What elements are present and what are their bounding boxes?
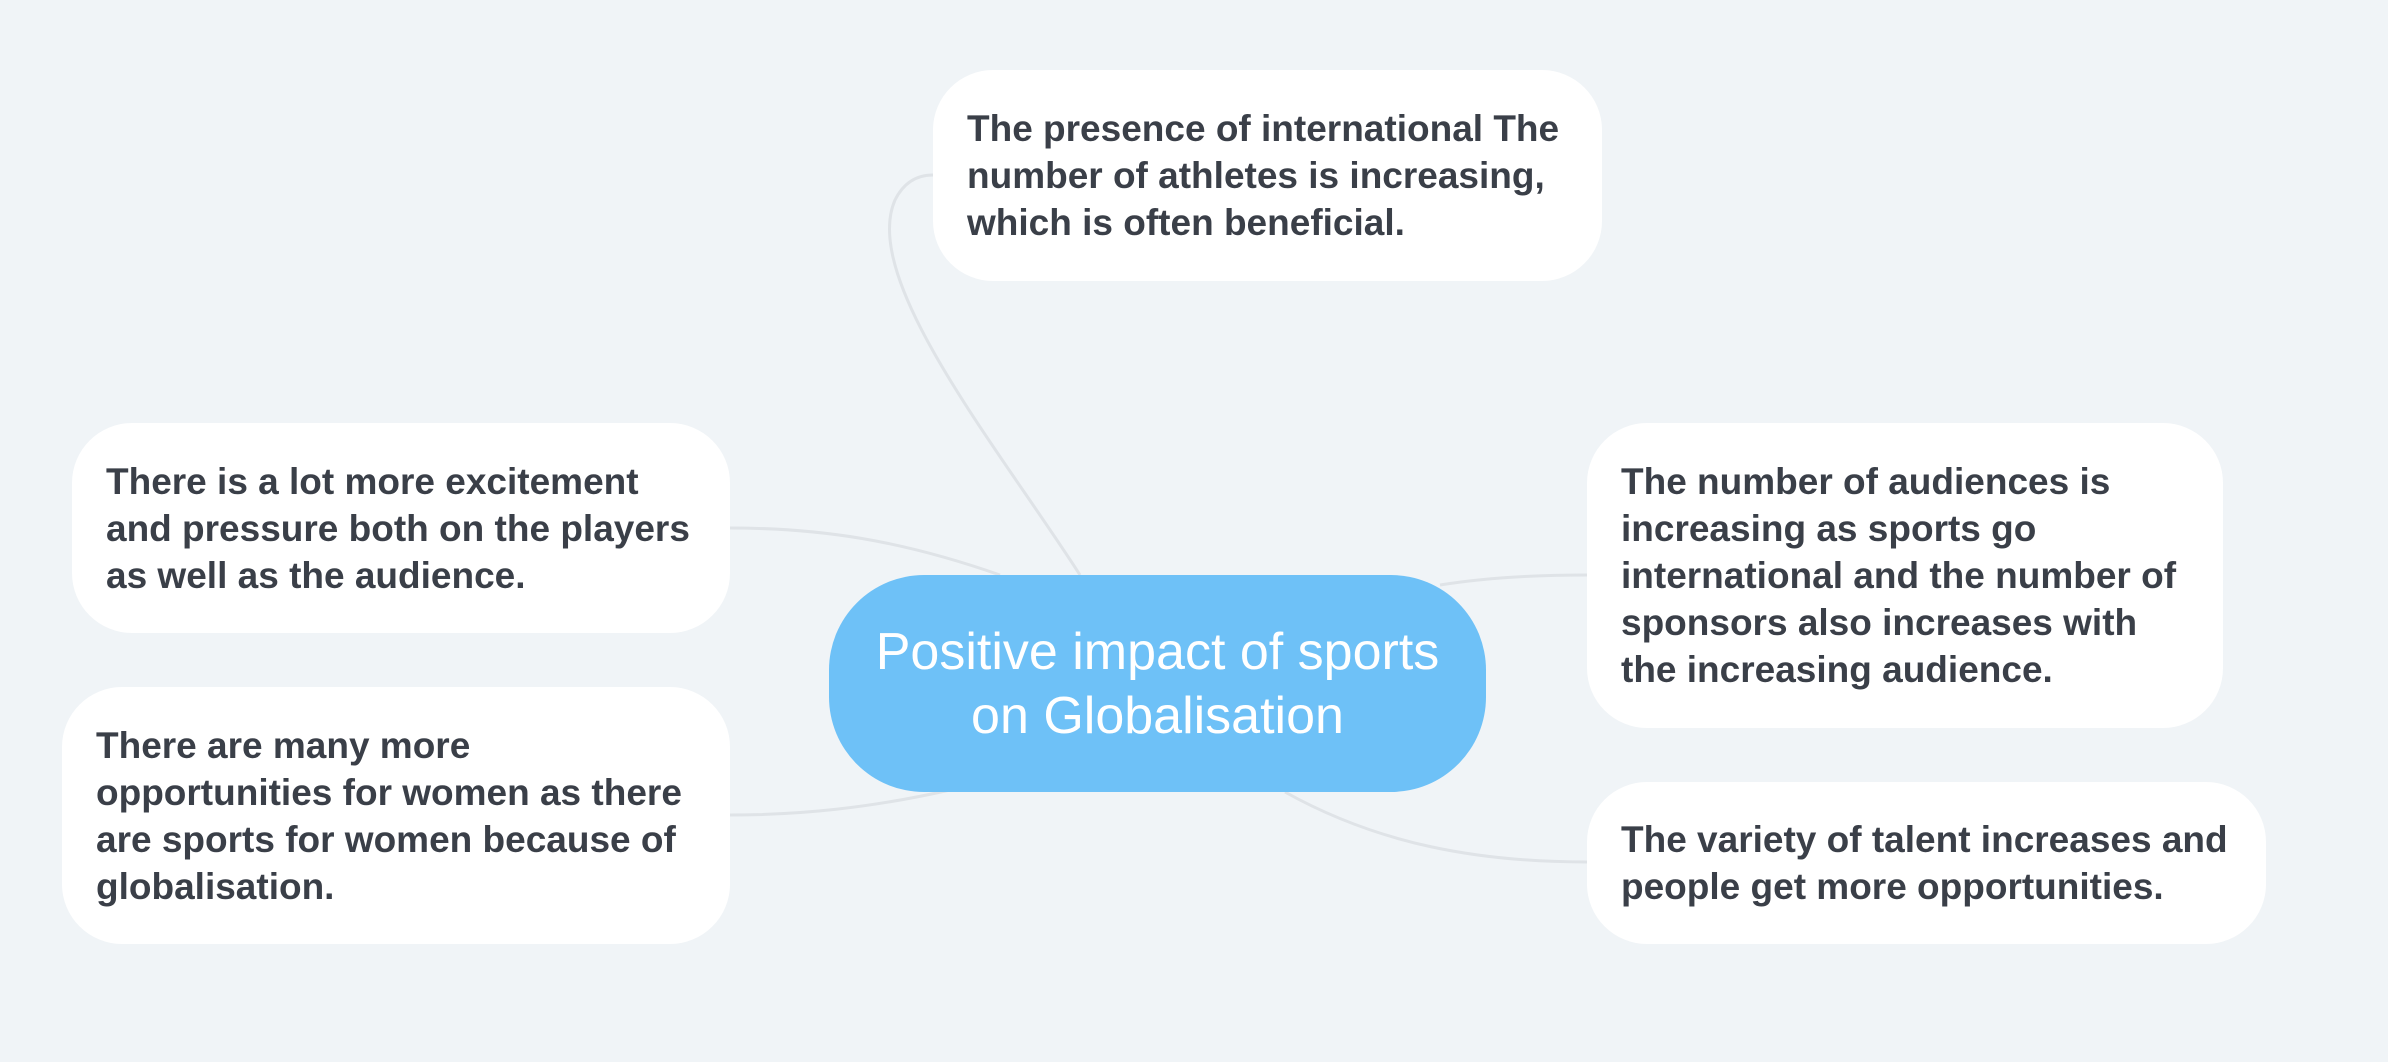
central-topic-label: Positive impact of sports on Globalisati… — [875, 622, 1440, 745]
connector-left-1 — [729, 526, 1001, 577]
connector-right-1 — [1439, 573, 1588, 587]
branch-node-label: The variety of talent increases and peop… — [1621, 819, 2228, 907]
connector-left-2 — [729, 788, 951, 817]
branch-node-label: There are many more opportunities for wo… — [96, 724, 682, 907]
connector-top — [888, 173, 1082, 576]
branch-node-right-1[interactable]: The number of audiences is increasing as… — [1587, 423, 2223, 728]
branch-node-label: There is a lot more excitement and press… — [106, 460, 690, 596]
branch-node-left-2[interactable]: There are many more opportunities for wo… — [62, 687, 730, 944]
branch-node-top[interactable]: The presence of international The number… — [933, 70, 1602, 281]
branch-node-label: The presence of international The number… — [967, 108, 1560, 243]
central-topic[interactable]: Positive impact of sports on Globalisati… — [829, 575, 1486, 792]
connector-right-2 — [1284, 790, 1588, 864]
branch-node-right-2[interactable]: The variety of talent increases and peop… — [1587, 782, 2266, 944]
branch-node-left-1[interactable]: There is a lot more excitement and press… — [72, 423, 730, 633]
branch-node-label: The number of audiences is increasing as… — [1621, 461, 2177, 690]
